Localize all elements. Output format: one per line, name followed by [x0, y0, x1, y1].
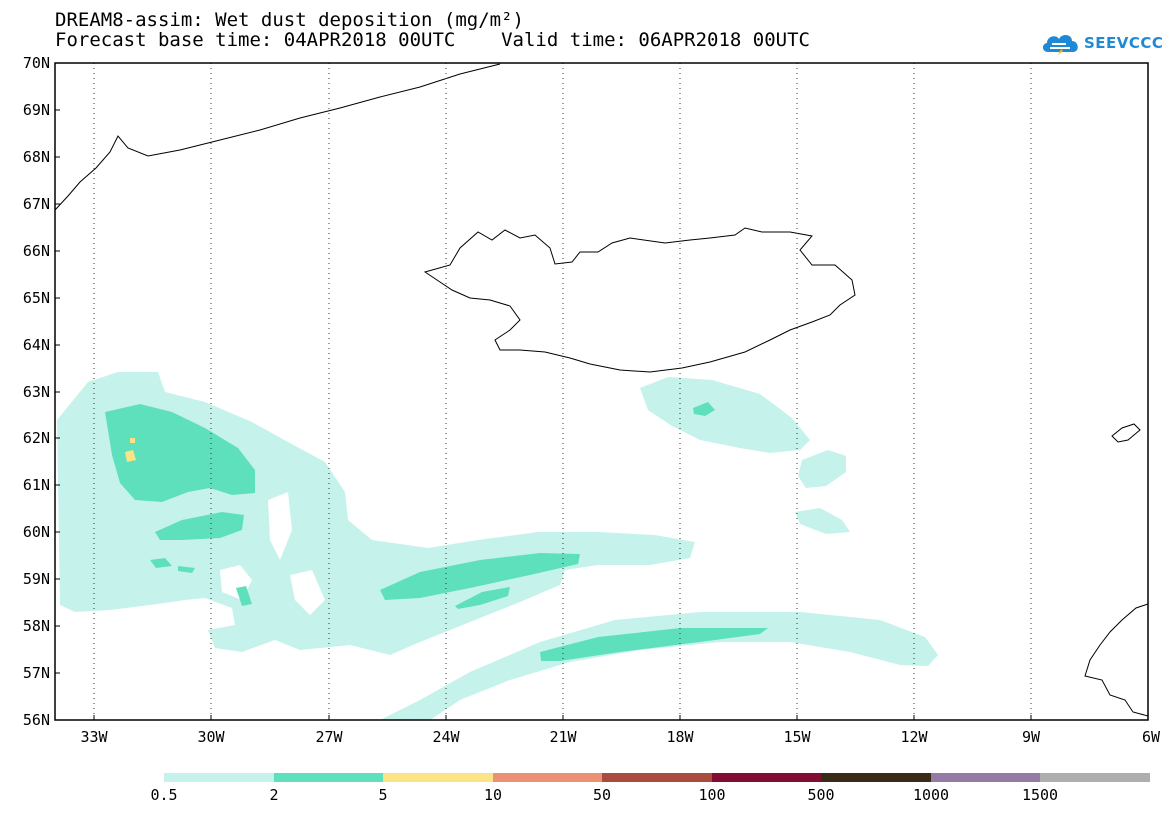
colorbar-segment-7 — [821, 773, 931, 782]
chart-title-line-2: Forecast base time: 04APR2018 00UTC Vali… — [55, 29, 810, 51]
lat-label-65n: 65N — [23, 289, 50, 307]
lon-label-33w: 33W — [80, 728, 108, 746]
map-frame — [54, 62, 1149, 721]
lon-label-6w: 6W — [1142, 728, 1161, 746]
lat-axis: 70N 69N 68N 67N 66N 65N 64N 63N 62N 61N … — [23, 54, 60, 729]
colorbar-label-0-5: 0.5 — [150, 786, 177, 804]
colorbar-segment-3 — [383, 773, 493, 782]
faroe-islands-coastline — [1111, 423, 1141, 443]
lon-label-12w: 12W — [900, 728, 928, 746]
colorbar: 0.5 2 5 10 50 100 500 1000 1500 — [150, 773, 1150, 804]
logo-text: SEEVCCC — [1084, 34, 1164, 52]
deposition-core-60n — [155, 512, 244, 540]
iceland-coastline — [423, 227, 856, 373]
chart-title-line-1: DREAM8-assim: Wet dust deposition (mg/m²… — [55, 9, 524, 31]
deposition-core-59n-a — [150, 558, 172, 568]
lat-label-68n: 68N — [23, 148, 50, 166]
cloud-icon — [1042, 35, 1078, 55]
lat-label-57n: 57N — [23, 664, 50, 682]
deposition-region-south-iceland — [640, 377, 810, 453]
colorbar-segment-8 — [931, 773, 1040, 782]
scotland-coastline — [1084, 603, 1148, 717]
colorbar-label-100: 100 — [698, 786, 725, 804]
deposition-core-59n-b — [178, 566, 195, 573]
lat-label-58n: 58N — [23, 617, 50, 635]
colorbar-segment-1 — [164, 773, 274, 782]
lat-label-60n: 60N — [23, 523, 50, 541]
colorbar-label-1000: 1000 — [913, 786, 949, 804]
deposition-region-south-band — [380, 612, 938, 720]
deposition-core-iceland-south — [693, 402, 715, 416]
lat-label-69n: 69N — [23, 101, 50, 119]
deposition-core-central — [380, 553, 580, 600]
seevccc-logo: SEEVCCC — [1040, 30, 1163, 56]
lon-axis: 33W 30W 27W 24W 21W 18W 15W 12W 9W 6W — [80, 715, 1161, 746]
deposition-region-east-patch — [798, 450, 846, 488]
lat-label-66n: 66N — [23, 242, 50, 260]
colorbar-segment-9 — [1040, 773, 1150, 782]
colorbar-segment-6 — [712, 773, 821, 782]
colorbar-label-500: 500 — [807, 786, 834, 804]
colorbar-label-50: 50 — [593, 786, 611, 804]
deposition-core-west — [105, 404, 255, 502]
deposition-core-south — [540, 628, 768, 661]
deposition-field — [55, 63, 1148, 720]
lat-label-67n: 67N — [23, 195, 50, 213]
deposition-peak-spot-2 — [130, 438, 135, 443]
colorbar-segment-4 — [493, 773, 602, 782]
colorbar-label-5: 5 — [378, 786, 387, 804]
greenland-coastline — [55, 63, 501, 211]
lon-label-18w: 18W — [666, 728, 694, 746]
lat-label-70n: 70N — [23, 54, 50, 72]
deposition-core-central-2 — [455, 587, 510, 609]
colorbar-segment-2 — [274, 773, 383, 782]
lat-label-63n: 63N — [23, 383, 50, 401]
lat-label-61n: 61N — [23, 476, 50, 494]
colorbar-label-2: 2 — [269, 786, 278, 804]
colorbar-label-1500: 1500 — [1022, 786, 1058, 804]
lon-label-27w: 27W — [315, 728, 343, 746]
lon-label-15w: 15W — [783, 728, 811, 746]
lat-label-56n: 56N — [23, 711, 50, 729]
lon-label-9w: 9W — [1022, 728, 1041, 746]
deposition-region-east-patch-2 — [795, 508, 850, 534]
lon-label-30w: 30W — [197, 728, 225, 746]
lat-label-59n: 59N — [23, 570, 50, 588]
deposition-peak-spot-1 — [125, 450, 136, 462]
lat-label-62n: 62N — [23, 429, 50, 447]
colorbar-segment-5 — [602, 773, 712, 782]
colorbar-label-10: 10 — [484, 786, 502, 804]
lon-label-21w: 21W — [549, 728, 577, 746]
lon-label-24w: 24W — [432, 728, 460, 746]
lat-label-64n: 64N — [23, 336, 50, 354]
deposition-core-58n — [236, 586, 252, 606]
